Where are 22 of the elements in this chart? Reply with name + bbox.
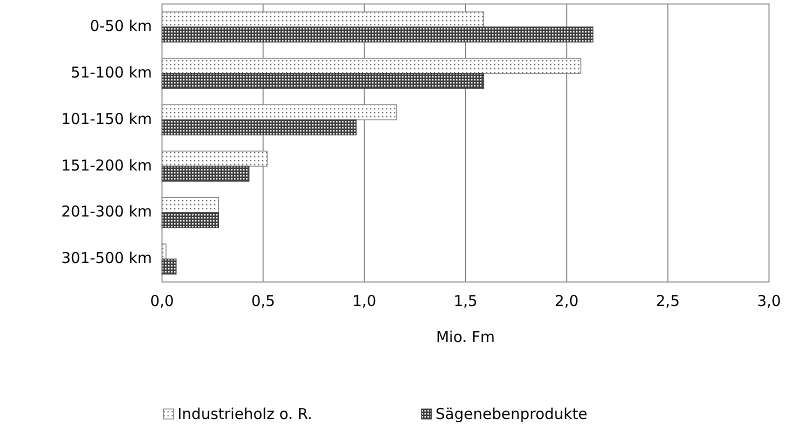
x-tick-label: 0,5: [251, 292, 276, 310]
bar: [162, 72, 484, 89]
x-axis-title: Mio. Fm: [436, 328, 495, 346]
x-tick-label: 1,0: [352, 292, 376, 310]
legend-label: Sägenebenprodukte: [436, 405, 588, 423]
x-tick-label: 2,5: [656, 292, 680, 310]
bar: [162, 166, 250, 182]
y-tick-label: 151-200 km: [61, 156, 152, 174]
y-tick-label: 0-50 km: [90, 17, 152, 36]
bar: [162, 119, 357, 136]
bar: [162, 212, 220, 228]
bar: [162, 26, 594, 42]
x-tick-label: 1,5: [454, 292, 478, 310]
bar: [162, 258, 177, 275]
y-tick-label: 51-100 km: [70, 63, 152, 82]
x-tick-label: 2,0: [554, 292, 579, 310]
legend-label: Industrieholz o. R.: [178, 405, 312, 423]
y-tick-label: 301-500 km: [61, 249, 152, 268]
y-tick-label: 101-150 km: [61, 110, 152, 128]
y-tick-label: 201-300 km: [61, 202, 152, 221]
x-tick-label: 0,0: [150, 292, 174, 310]
x-tick-label: 3,0: [757, 292, 781, 310]
